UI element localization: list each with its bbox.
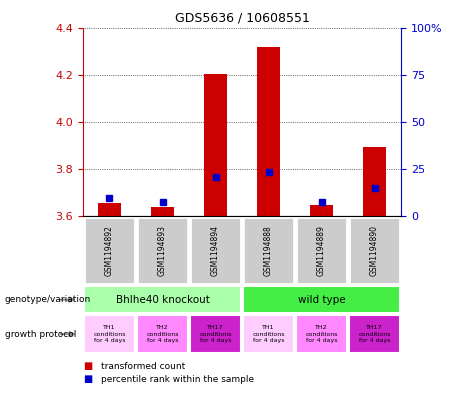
Text: growth protocol: growth protocol <box>5 330 76 338</box>
Bar <box>243 286 400 313</box>
Bar <box>296 217 347 284</box>
Text: TH17
conditions
for 4 days: TH17 conditions for 4 days <box>358 325 391 343</box>
Text: TH2
conditions
for 4 days: TH2 conditions for 4 days <box>305 325 338 343</box>
Text: Bhlhe40 knockout: Bhlhe40 knockout <box>116 295 209 305</box>
Text: ■: ■ <box>83 374 92 384</box>
Text: TH1
conditions
for 4 days: TH1 conditions for 4 days <box>252 325 285 343</box>
Text: GSM1194892: GSM1194892 <box>105 225 114 276</box>
Bar <box>349 217 400 284</box>
Bar <box>190 315 241 353</box>
Text: TH2
conditions
for 4 days: TH2 conditions for 4 days <box>146 325 179 343</box>
Text: GSM1194889: GSM1194889 <box>317 225 326 276</box>
Text: GSM1194893: GSM1194893 <box>158 225 167 276</box>
Bar <box>257 47 280 216</box>
Text: GSM1194894: GSM1194894 <box>211 225 220 276</box>
Bar <box>84 217 135 284</box>
Text: TH17
conditions
for 4 days: TH17 conditions for 4 days <box>199 325 232 343</box>
Bar <box>137 217 188 284</box>
Text: genotype/variation: genotype/variation <box>5 295 91 304</box>
Bar <box>190 217 241 284</box>
Text: TH1
conditions
for 4 days: TH1 conditions for 4 days <box>93 325 126 343</box>
Bar <box>84 315 135 353</box>
Bar <box>363 147 386 216</box>
Text: transformed count: transformed count <box>101 362 186 371</box>
Text: percentile rank within the sample: percentile rank within the sample <box>101 375 254 384</box>
Bar <box>310 205 333 216</box>
Text: wild type: wild type <box>298 295 345 305</box>
Bar <box>137 315 188 353</box>
Bar <box>296 315 347 353</box>
Bar <box>349 315 400 353</box>
Bar <box>151 207 174 216</box>
Bar <box>204 74 227 216</box>
Text: ■: ■ <box>83 361 92 371</box>
Text: GSM1194890: GSM1194890 <box>370 225 379 276</box>
Bar <box>98 204 121 216</box>
Bar <box>243 315 294 353</box>
Title: GDS5636 / 10608551: GDS5636 / 10608551 <box>175 12 309 25</box>
Bar <box>243 217 294 284</box>
Bar <box>84 286 241 313</box>
Text: GSM1194888: GSM1194888 <box>264 225 273 276</box>
